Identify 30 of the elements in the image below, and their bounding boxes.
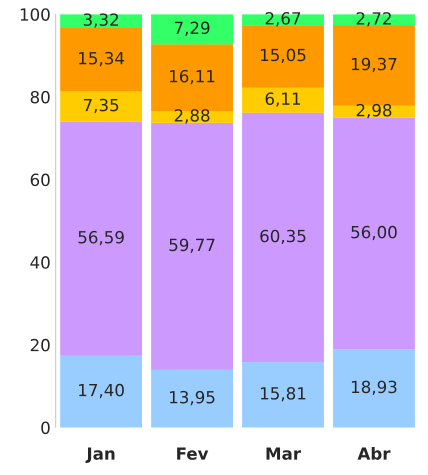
data-label: 2,67 [266, 12, 300, 26]
y-tick-label: 0 [41, 421, 50, 434]
data-label: 6,11 [266, 92, 300, 107]
x-tick-label: Fev [177, 447, 208, 460]
data-label: 13,95 [170, 390, 214, 406]
data-label: 7,29 [174, 22, 210, 36]
data-label: 15,81 [260, 387, 306, 402]
data-label: 15,05 [260, 48, 306, 63]
x-tick-label: Mar [266, 447, 301, 460]
data-label: 15,34 [79, 52, 124, 66]
data-label: 3,32 [84, 13, 118, 28]
data-label: 17,40 [79, 384, 124, 398]
data-label: 2,72 [356, 12, 391, 26]
data-label: 60,35 [260, 230, 306, 244]
y-tick-label: 40 [30, 256, 50, 269]
data-label: 56,59 [78, 230, 124, 246]
data-label: 18,93 [352, 380, 396, 395]
y-tick-label: 20 [30, 338, 50, 352]
data-label: 7,35 [84, 98, 118, 114]
data-label: 2,88 [174, 109, 210, 124]
data-label: 16,11 [170, 70, 214, 84]
x-tick-label: Jan [86, 447, 114, 463]
data-label: 59,77 [169, 238, 214, 253]
data-label: 2,98 [356, 104, 392, 118]
data-label: 56,00 [351, 226, 397, 240]
x-tick-label: Abr [358, 446, 390, 460]
data-label: 19,37 [352, 58, 396, 72]
y-tick-label: 100 [20, 8, 50, 21]
y-tick-label: 80 [30, 90, 50, 104]
y-tick-label: 60 [30, 174, 50, 186]
